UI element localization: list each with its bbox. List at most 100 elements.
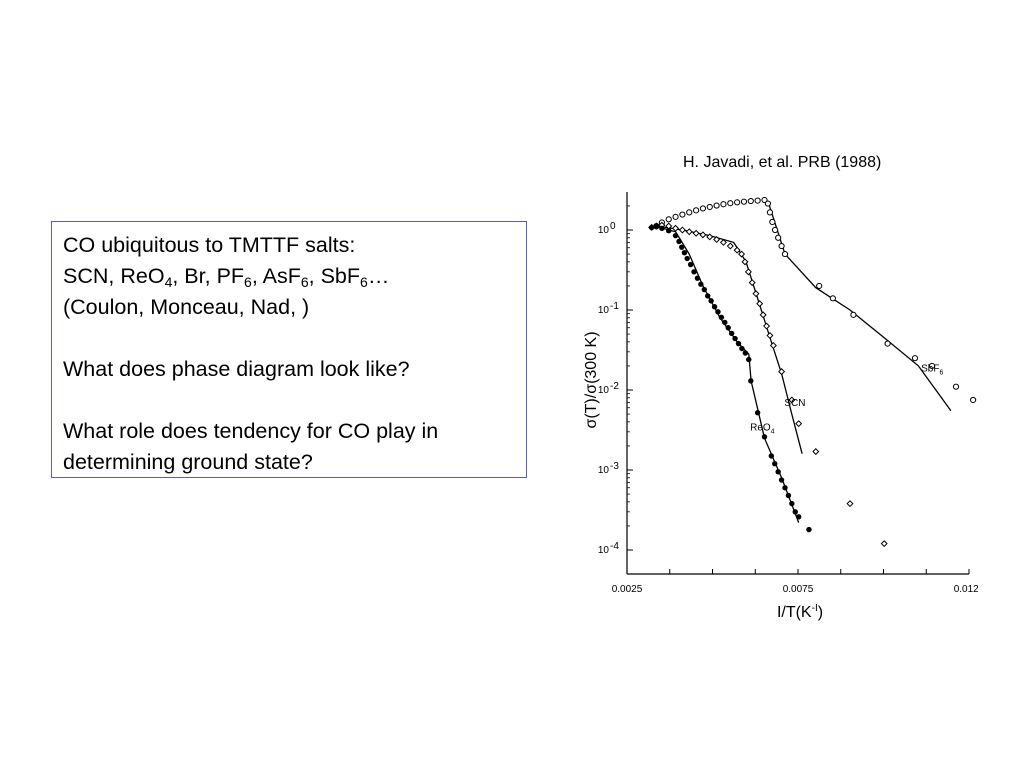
point-SCN xyxy=(788,396,796,404)
text-line-6: determining ground state? xyxy=(63,450,313,474)
salts-part: … xyxy=(367,264,390,288)
point-ReO4 xyxy=(681,250,688,256)
point-ReO4 xyxy=(676,238,682,245)
text-box: CO ubiquitous to TMTTF salts: SCN, ReO4,… xyxy=(51,221,527,478)
point-SbF6 xyxy=(884,340,891,347)
point-SCN xyxy=(692,229,700,237)
salts-part: , AsF xyxy=(251,264,301,288)
point-SCN xyxy=(778,368,786,376)
point-ReO4 xyxy=(715,309,721,315)
point-SbF6 xyxy=(952,383,960,390)
point-SbF6 xyxy=(740,198,748,205)
x-tick-label: 0.0075 xyxy=(783,584,814,595)
point-ReO4 xyxy=(728,330,735,337)
x-tick-label: 0.0025 xyxy=(612,584,643,595)
y-tick-label: 10 xyxy=(598,545,610,556)
point-ReO4 xyxy=(761,434,768,440)
salts-part: SCN, ReO xyxy=(63,264,165,288)
point-SbF6 xyxy=(686,209,693,216)
point-SbF6 xyxy=(769,218,776,226)
point-ReO4 xyxy=(718,314,725,321)
point-SCN xyxy=(763,322,771,330)
point-ReO4 xyxy=(694,275,701,281)
point-SbF6 xyxy=(665,216,672,223)
curve-SCN xyxy=(657,225,803,454)
text-line-3: (Coulon, Monceau, Nad, ) xyxy=(63,295,310,319)
point-ReO4 xyxy=(708,298,714,304)
point-ReO4 xyxy=(732,335,738,342)
y-tick-label: 10 xyxy=(598,225,610,236)
point-ReO4 xyxy=(666,228,672,234)
point-SbF6 xyxy=(692,207,700,214)
point-ReO4 xyxy=(792,509,798,515)
chart-svg: 10010-110-210-310-40.00250.00750.0125I/T… xyxy=(583,192,978,621)
point-SCN xyxy=(678,226,686,234)
point-SbF6 xyxy=(970,396,977,404)
point-SbF6 xyxy=(713,202,720,209)
series-label-SbF6: SbF6 xyxy=(921,364,943,377)
subscript: 6 xyxy=(244,274,252,290)
point-SCN xyxy=(738,250,746,258)
subscript: 4 xyxy=(164,274,173,290)
point-SbF6 xyxy=(747,197,754,205)
point-SbF6 xyxy=(850,311,857,318)
point-ReO4 xyxy=(684,255,690,262)
point-SCN xyxy=(672,224,680,232)
point-ReO4 xyxy=(659,225,665,232)
point-ReO4 xyxy=(754,410,761,416)
point-SbF6 xyxy=(766,209,774,216)
point-SCN xyxy=(748,279,756,287)
point-ReO4 xyxy=(653,223,660,230)
point-ReO4 xyxy=(742,350,749,356)
point-SCN xyxy=(744,268,752,276)
y-tick-exponent: 0 xyxy=(610,221,616,232)
point-SCN xyxy=(733,246,741,254)
series-label-SCN: SCN xyxy=(784,398,805,409)
point-ReO4 xyxy=(739,345,745,352)
salts-part: , SbF xyxy=(308,264,361,288)
point-SbF6 xyxy=(672,213,679,220)
point-ReO4 xyxy=(748,378,754,384)
point-SbF6 xyxy=(679,211,686,218)
text-line-1: CO ubiquitous to TMTTF salts: xyxy=(63,233,356,257)
citation: H. Javadi, et al. PRB (1988) xyxy=(683,154,882,171)
point-SbF6 xyxy=(911,355,919,362)
y-tick-label: 10 xyxy=(598,465,610,476)
point-SCN xyxy=(846,500,854,508)
point-SbF6 xyxy=(771,226,779,234)
point-SbF6 xyxy=(829,295,836,302)
point-ReO4 xyxy=(768,453,775,459)
point-ReO4 xyxy=(772,460,778,467)
point-SbF6 xyxy=(816,282,823,290)
point-SbF6 xyxy=(720,201,727,208)
point-ReO4 xyxy=(687,261,694,268)
point-SCN xyxy=(812,448,820,456)
y-tick-exponent: -4 xyxy=(610,541,619,552)
point-SbF6 xyxy=(734,199,741,206)
point-SCN xyxy=(880,540,888,548)
salts-part: , Br, PF xyxy=(172,264,245,288)
text-line-4: What does phase diagram look like? xyxy=(63,357,410,381)
point-ReO4 xyxy=(705,293,711,299)
point-SbF6 xyxy=(775,234,782,241)
point-ReO4 xyxy=(778,477,785,483)
series-label-ReO4: ReO4 xyxy=(750,423,775,436)
point-SCN xyxy=(699,231,707,239)
point-ReO4 xyxy=(746,356,752,363)
conductivity-chart: 10010-110-210-310-40.00250.00750.0125I/T… xyxy=(578,180,978,625)
point-SCN xyxy=(741,258,749,266)
point-SbF6 xyxy=(699,205,707,212)
point-ReO4 xyxy=(735,340,742,347)
point-SbF6 xyxy=(781,250,789,258)
point-ReO4 xyxy=(711,303,718,310)
point-SbF6 xyxy=(754,197,761,204)
point-ReO4 xyxy=(725,325,731,331)
y-tick-label: 10 xyxy=(598,305,610,316)
y-tick-exponent: -3 xyxy=(610,461,619,472)
point-ReO4 xyxy=(691,269,697,275)
point-SCN xyxy=(795,420,803,428)
point-ReO4 xyxy=(795,514,802,520)
y-tick-label: 10 xyxy=(598,385,610,396)
y-tick-exponent: -2 xyxy=(610,381,619,392)
point-ReO4 xyxy=(698,281,704,287)
